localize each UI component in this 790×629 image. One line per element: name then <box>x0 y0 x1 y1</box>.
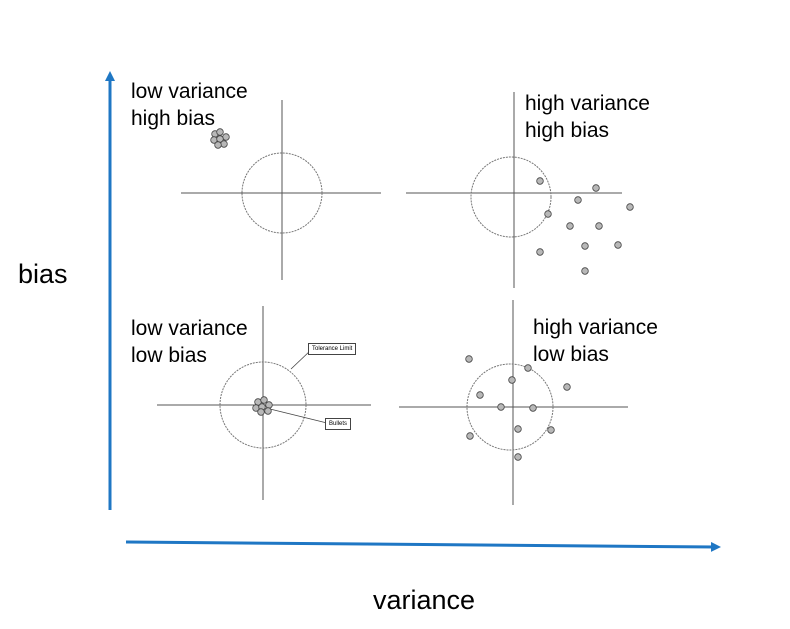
quadrant-label-high-variance-low-bias: high variance low bias <box>533 314 658 368</box>
shot-scatter <box>465 355 571 461</box>
tolerance-leader-line <box>290 349 312 370</box>
x-axis-label: variance <box>373 585 476 615</box>
shot-scatter <box>536 177 634 275</box>
shot-dot <box>581 242 589 250</box>
shot-dot <box>265 401 273 409</box>
shot-dot <box>592 184 600 192</box>
shot-dot <box>536 177 544 185</box>
shot-dot <box>595 222 603 230</box>
shot-dot <box>514 425 522 433</box>
shot-dot <box>626 203 634 211</box>
quadrant-label-line1: high variance <box>533 316 658 339</box>
quadrant-label-line2: low bias <box>131 344 207 367</box>
tolerance-circle <box>466 363 554 451</box>
shot-cluster <box>252 396 273 416</box>
x-axis-arrow <box>125 540 721 552</box>
shot-dot <box>260 396 268 404</box>
shot-dot <box>465 355 473 363</box>
quadrant-label-line2: high bias <box>525 119 610 142</box>
quadrant-label-high-variance-high-bias: high variance high bias <box>525 90 650 144</box>
shot-dot <box>476 391 484 399</box>
quadrant-label-low-variance-low-bias: low variance low bias <box>131 315 248 369</box>
shot-dot <box>529 404 537 412</box>
shot-dot <box>257 408 265 416</box>
target-high-variance-low-bias <box>399 300 628 505</box>
shot-dot <box>508 376 516 384</box>
quadrant-label-line2: high bias <box>131 107 216 130</box>
bullets-leader-line <box>269 408 328 424</box>
shot-dot <box>574 196 582 204</box>
shot-dot <box>563 383 571 391</box>
shot-dot <box>220 140 228 148</box>
target-low-variance-low-bias <box>157 306 371 500</box>
tolerance-limit-callout: Tolerance Limit <box>308 343 357 355</box>
y-axis-label: bias <box>18 259 68 289</box>
shot-dot <box>614 241 622 249</box>
shot-dot <box>524 364 532 372</box>
shot-dot <box>566 222 574 230</box>
quadrant-label-line1: low variance <box>131 317 248 340</box>
shot-dot <box>514 453 522 461</box>
shot-dot <box>544 210 552 218</box>
tolerance-circle <box>241 152 323 234</box>
shot-dot <box>222 133 230 141</box>
tolerance-circle <box>470 156 552 238</box>
shot-cluster <box>210 128 230 149</box>
shot-dot <box>214 141 222 149</box>
shot-dot <box>547 426 555 434</box>
bullets-callout: Bullets <box>325 418 352 430</box>
shot-dot <box>264 407 272 415</box>
target-high-variance-high-bias <box>406 92 634 288</box>
shot-dot <box>581 267 589 275</box>
shot-dot <box>466 432 474 440</box>
quadrant-label-line2: low bias <box>533 343 609 366</box>
shot-dot <box>497 403 505 411</box>
shot-dot <box>536 248 544 256</box>
target-low-variance-high-bias <box>181 100 381 280</box>
quadrant-label-low-variance-high-bias: low variance high bias <box>131 78 248 132</box>
tolerance-circle <box>219 361 307 449</box>
quadrant-label-line1: low variance <box>131 80 248 103</box>
quadrant-label-line1: high variance <box>525 92 650 115</box>
